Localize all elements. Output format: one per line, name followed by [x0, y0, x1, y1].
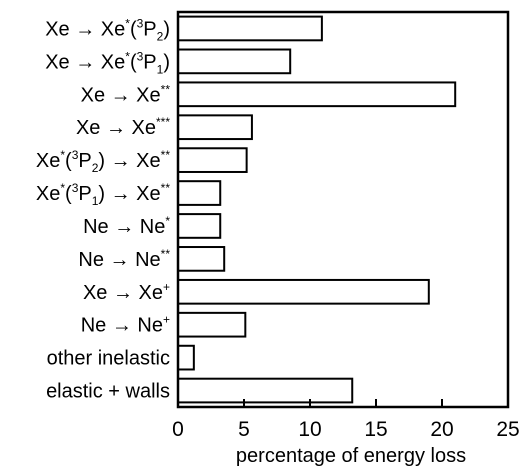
category-label-5: Xe*(3P1) → Xe**: [36, 181, 170, 208]
bar-0: [177, 15, 323, 42]
bar-2: [177, 81, 457, 108]
category-label-9: Ne → Ne+: [81, 313, 170, 337]
category-label-3: Xe → Xe***: [76, 115, 170, 139]
x-axis-title: percentage of energy loss: [236, 445, 466, 467]
bar-1: [177, 48, 292, 75]
bar-7: [177, 246, 226, 272]
category-label-8: Xe → Xe+: [83, 280, 170, 304]
category-label-11: elastic + walls: [46, 381, 170, 403]
x-tick-label-1: 5: [238, 418, 250, 441]
x-tick-label-0: 0: [172, 418, 184, 441]
category-label-4: Xe*(3P2) → Xe**: [36, 148, 170, 175]
category-labels: Xe → Xe*(3P2) Xe → Xe*(3P1) Xe → Xe** Xe → …: [36, 16, 170, 402]
category-label-10: other inelastic: [47, 348, 170, 370]
x-axis-ticks: 0 5 10 15 20 25: [172, 399, 520, 441]
bar-3: [177, 114, 253, 141]
bar-8: [177, 278, 430, 305]
category-label-0: Xe → Xe*(3P2): [45, 16, 170, 43]
bar-6: [177, 213, 222, 239]
bar-11: [177, 377, 354, 404]
category-label-2: Xe → Xe**: [81, 82, 171, 106]
category-label-6: Ne → Ne*: [83, 214, 170, 238]
x-tick-label-2: 10: [298, 418, 321, 441]
bar-4: [177, 147, 248, 173]
bar-5: [177, 180, 222, 206]
x-tick-label-3: 15: [364, 418, 387, 441]
category-label-7: Ne → Ne**: [78, 247, 170, 271]
plot-frame: [176, 10, 510, 409]
bars: [177, 15, 457, 404]
x-tick-label-5: 25: [496, 418, 519, 441]
category-label-1: Xe → Xe*(3P1): [45, 49, 170, 76]
bar-9: [177, 311, 247, 338]
bar-10: [177, 344, 195, 371]
x-tick-label-4: 20: [430, 418, 453, 441]
